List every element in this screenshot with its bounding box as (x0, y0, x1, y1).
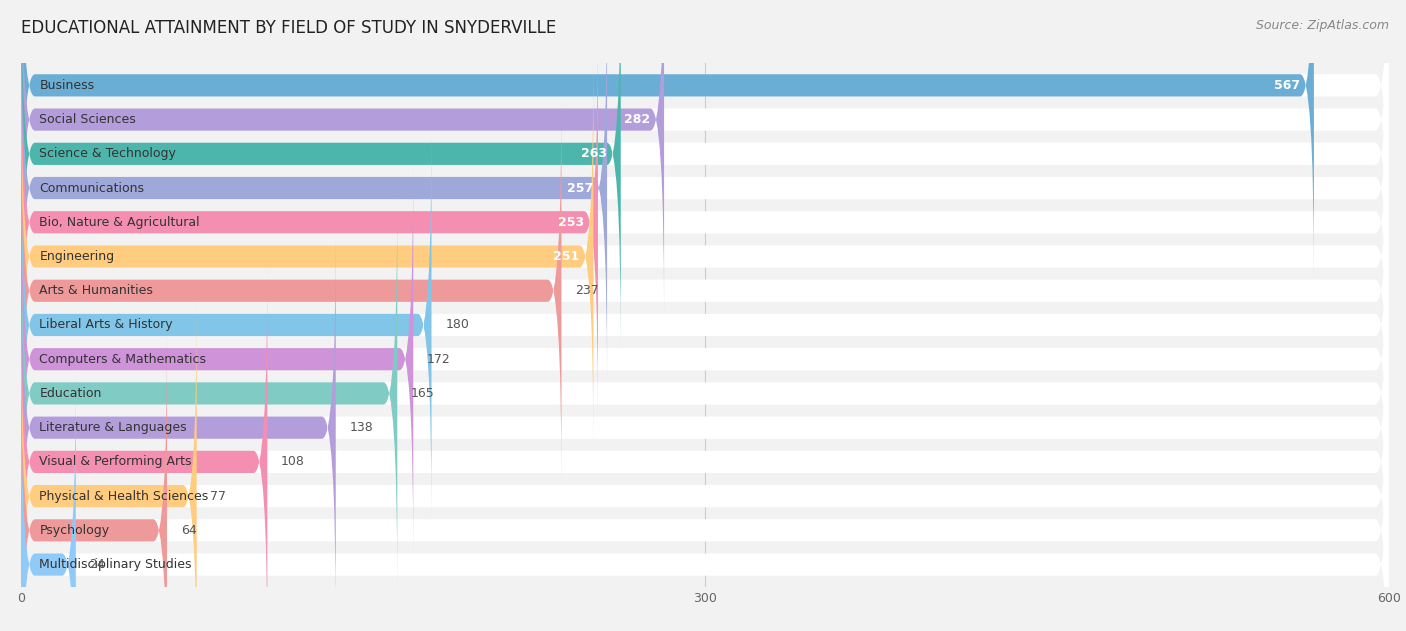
Text: 251: 251 (554, 250, 579, 263)
FancyBboxPatch shape (21, 0, 1389, 348)
Text: 165: 165 (411, 387, 434, 400)
Text: Literature & Languages: Literature & Languages (39, 421, 187, 434)
Text: 282: 282 (624, 113, 651, 126)
FancyBboxPatch shape (21, 28, 1389, 416)
Text: 180: 180 (446, 319, 470, 331)
FancyBboxPatch shape (21, 370, 1389, 631)
FancyBboxPatch shape (21, 62, 593, 451)
Text: Visual & Performing Arts: Visual & Performing Arts (39, 456, 191, 468)
FancyBboxPatch shape (21, 165, 1389, 553)
FancyBboxPatch shape (21, 0, 1389, 314)
Text: Bio, Nature & Agricultural: Bio, Nature & Agricultural (39, 216, 200, 229)
Text: 172: 172 (427, 353, 451, 366)
Text: Education: Education (39, 387, 101, 400)
FancyBboxPatch shape (21, 302, 197, 631)
Text: Liberal Arts & History: Liberal Arts & History (39, 319, 173, 331)
Text: 24: 24 (90, 558, 105, 571)
Text: 253: 253 (558, 216, 585, 229)
FancyBboxPatch shape (21, 268, 267, 631)
FancyBboxPatch shape (21, 0, 607, 382)
Text: Communications: Communications (39, 182, 145, 194)
FancyBboxPatch shape (21, 0, 1389, 280)
FancyBboxPatch shape (21, 28, 598, 416)
Text: 64: 64 (181, 524, 197, 537)
Text: Business: Business (39, 79, 94, 92)
FancyBboxPatch shape (21, 97, 1389, 485)
FancyBboxPatch shape (21, 0, 620, 348)
FancyBboxPatch shape (21, 336, 1389, 631)
Text: Multidisciplinary Studies: Multidisciplinary Studies (39, 558, 191, 571)
Text: 108: 108 (281, 456, 305, 468)
FancyBboxPatch shape (21, 370, 76, 631)
FancyBboxPatch shape (21, 199, 1389, 587)
FancyBboxPatch shape (21, 0, 664, 314)
Text: Social Sciences: Social Sciences (39, 113, 136, 126)
Text: Source: ZipAtlas.com: Source: ZipAtlas.com (1256, 19, 1389, 32)
Text: Science & Technology: Science & Technology (39, 147, 176, 160)
FancyBboxPatch shape (21, 233, 1389, 622)
Text: Computers & Mathematics: Computers & Mathematics (39, 353, 207, 366)
FancyBboxPatch shape (21, 0, 1313, 280)
FancyBboxPatch shape (21, 233, 336, 622)
FancyBboxPatch shape (21, 199, 398, 587)
Text: 237: 237 (575, 284, 599, 297)
FancyBboxPatch shape (21, 131, 432, 519)
Text: EDUCATIONAL ATTAINMENT BY FIELD OF STUDY IN SNYDERVILLE: EDUCATIONAL ATTAINMENT BY FIELD OF STUDY… (21, 19, 557, 37)
Text: 77: 77 (211, 490, 226, 503)
Text: Engineering: Engineering (39, 250, 114, 263)
FancyBboxPatch shape (21, 131, 1389, 519)
Text: 257: 257 (567, 182, 593, 194)
Text: Arts & Humanities: Arts & Humanities (39, 284, 153, 297)
Text: 138: 138 (350, 421, 373, 434)
FancyBboxPatch shape (21, 165, 413, 553)
Text: 567: 567 (1274, 79, 1301, 92)
Text: Physical & Health Sciences: Physical & Health Sciences (39, 490, 208, 503)
FancyBboxPatch shape (21, 0, 1389, 382)
FancyBboxPatch shape (21, 336, 167, 631)
Text: Psychology: Psychology (39, 524, 110, 537)
Text: 263: 263 (581, 147, 607, 160)
FancyBboxPatch shape (21, 62, 1389, 451)
FancyBboxPatch shape (21, 302, 1389, 631)
FancyBboxPatch shape (21, 97, 561, 485)
FancyBboxPatch shape (21, 268, 1389, 631)
